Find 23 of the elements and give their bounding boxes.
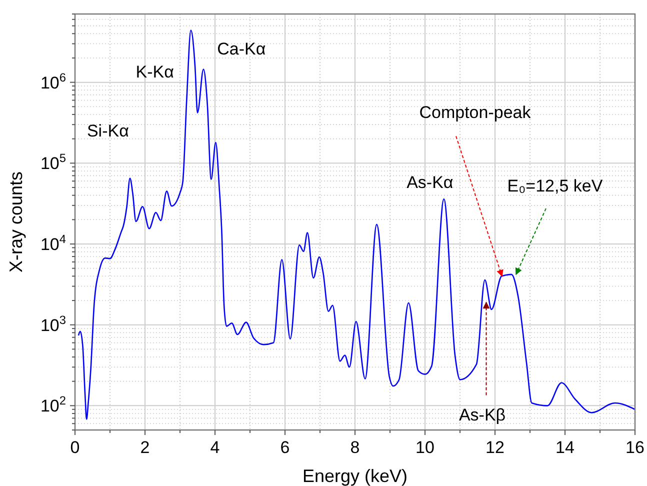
- y-tick-label: 10$^{3}$: [40, 312, 66, 335]
- annotation: K-Kα: [136, 62, 174, 82]
- annotation: As-Kα: [406, 173, 454, 192]
- x-tick-label: 4: [210, 438, 220, 457]
- y-tick-label: 10$^{4}$: [40, 232, 66, 254]
- y-tick-label: 10$^{2}$: [40, 394, 66, 416]
- annotation: Compton-peak: [419, 103, 532, 122]
- annotation: Si-Kα: [86, 121, 130, 140]
- x-tick-label: 0: [70, 438, 80, 457]
- x-tick-label: 8: [350, 438, 360, 457]
- annotation: As-Kβ: [458, 405, 506, 424]
- y-tick-label: 10$^{5}$: [40, 151, 66, 174]
- x-tick-label: 14: [556, 438, 574, 457]
- x-axis-title: Energy (keV): [302, 466, 408, 486]
- annotation: E₀=12,5 keV: [507, 176, 604, 196]
- x-tick-label: 16: [626, 438, 644, 457]
- y-axis-title: X-ray counts: [6, 171, 26, 273]
- annotation: Ca-Kα: [217, 39, 266, 58]
- x-tick-label: 12: [486, 438, 504, 457]
- x-tick-label: 6: [280, 438, 290, 457]
- y-tick-label: 10$^{6}$: [40, 70, 66, 92]
- x-tick-label: 2: [140, 438, 150, 457]
- x-tick-label: 10: [416, 438, 434, 457]
